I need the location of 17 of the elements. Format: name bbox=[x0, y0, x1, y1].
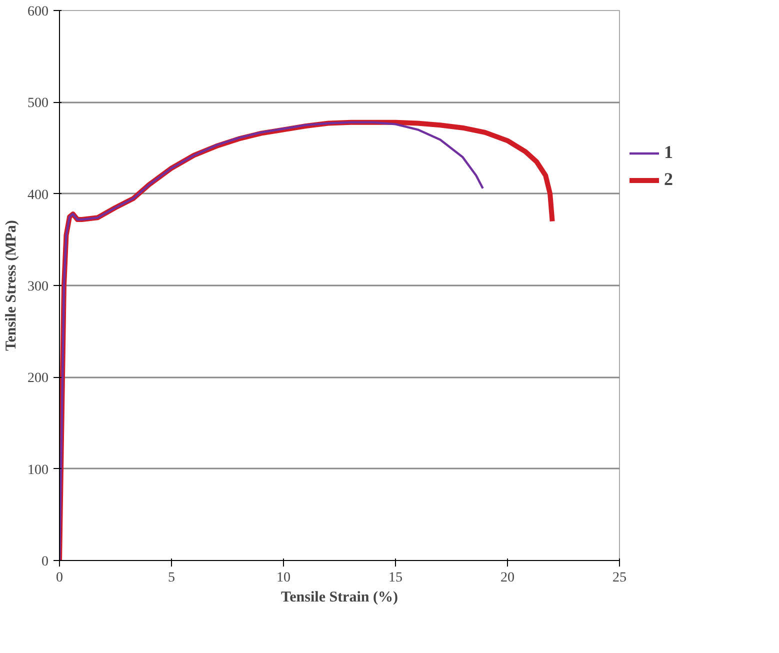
y-tick-label: 100 bbox=[28, 462, 48, 478]
x-tick-label: 0 bbox=[56, 570, 63, 586]
x-tick-label: 25 bbox=[612, 570, 626, 586]
y-tick-label: 400 bbox=[28, 188, 48, 203]
legend-label: 2 bbox=[664, 169, 674, 190]
x-axis-title: Tensile Strain (%) bbox=[281, 590, 398, 606]
y-tick-label: 500 bbox=[28, 96, 48, 112]
x-tick-label: 10 bbox=[276, 570, 290, 586]
legend-label: 1 bbox=[664, 142, 674, 163]
x-tick-label: 5 bbox=[168, 570, 175, 586]
x-tick-label: 20 bbox=[500, 570, 514, 586]
y-axis-title: Tensile Stress (MPa) bbox=[4, 220, 20, 351]
y-tick-label: 0 bbox=[42, 554, 48, 570]
y-tick-label: 300 bbox=[28, 280, 48, 294]
y-tick-label: 200 bbox=[28, 371, 48, 386]
x-tick-label: 15 bbox=[388, 570, 402, 586]
y-tick-label: 600 bbox=[28, 4, 48, 20]
